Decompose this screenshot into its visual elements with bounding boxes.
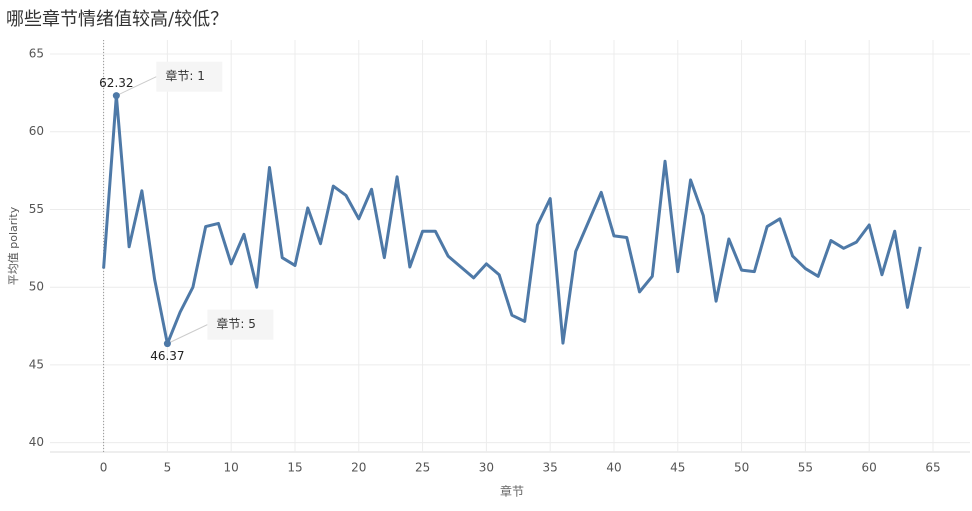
annotation-box [207,309,274,340]
annotation-box [156,61,223,92]
x-tick-label: 65 [925,461,940,475]
x-axis-label: 章节 [500,484,524,499]
y-tick-label: 60 [29,124,44,138]
x-tick-label: 55 [798,461,813,475]
annotation-text: 章节: 5 [216,316,256,331]
y-tick-label: 55 [29,202,44,216]
y-tick-label: 65 [29,46,44,60]
chart-title: 哪些章节情绪值较高/较低？ [6,9,228,30]
x-tick-label: 45 [670,461,685,475]
x-tick-label: 35 [543,461,558,475]
highlight-point [163,340,171,348]
x-tick-label: 25 [415,461,430,475]
annotation-leader [116,76,157,97]
x-tick-label: 20 [351,461,366,475]
line-series [102,94,922,346]
x-tick-label: 15 [287,461,302,475]
annotation-text: 章节: 1 [165,68,205,83]
x-tick-label: 5 [164,461,172,475]
x-tick-label: 40 [606,461,621,475]
y-axis-label: 平均值 polarity [7,206,20,285]
y-tick-label: 50 [29,280,44,294]
data-label: 46.37 [150,349,184,363]
highlight-point [112,92,120,100]
annotation-leader [167,324,208,345]
data-label: 62.32 [99,76,133,90]
x-tick-label: 60 [862,461,877,475]
y-tick-label: 45 [29,357,44,371]
x-tick-label: 30 [479,461,494,475]
y-tick-label: 40 [29,435,44,449]
x-tick-label: 10 [224,461,239,475]
x-tick-label: 50 [734,461,749,475]
x-tick-label: 0 [100,461,108,475]
